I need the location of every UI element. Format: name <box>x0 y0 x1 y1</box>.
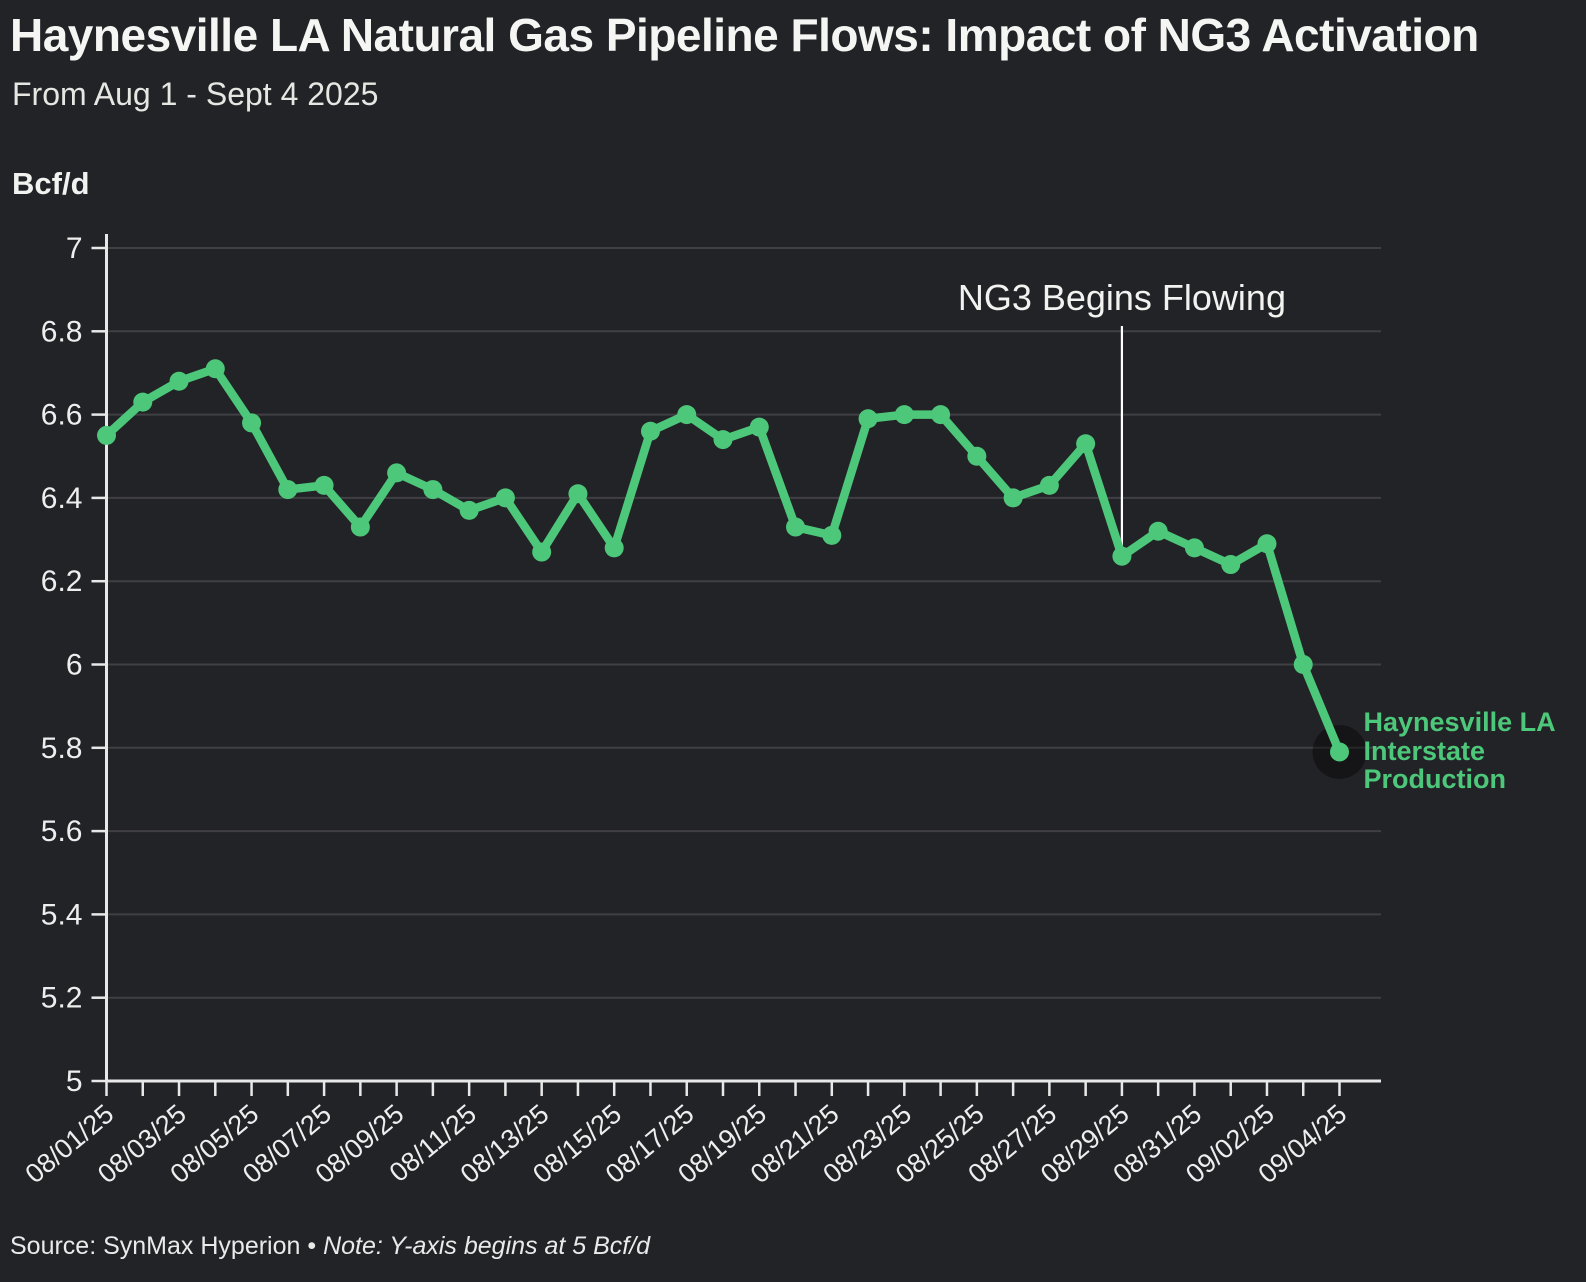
data-point <box>532 542 552 562</box>
y-tick-label: 5.6 <box>41 815 83 848</box>
data-point <box>640 421 660 441</box>
data-point <box>931 405 951 425</box>
data-point <box>749 417 769 437</box>
data-point <box>495 488 515 508</box>
y-tick-label: 6 <box>66 649 83 682</box>
data-point <box>822 525 842 545</box>
data-point <box>1003 488 1023 508</box>
annotation-label: NG3 Begins Flowing <box>957 277 1286 318</box>
y-tick-label: 5 <box>66 1065 83 1098</box>
data-point <box>786 517 806 537</box>
note-text: Note: Y-axis begins at 5 Bcf/d <box>323 1232 651 1260</box>
data-point <box>133 392 153 412</box>
y-tick-label: 5.2 <box>41 982 83 1015</box>
y-axis-unit-label: Bcf/d <box>12 166 90 201</box>
data-point <box>97 425 116 445</box>
data-point <box>169 371 189 391</box>
data-point <box>1293 655 1313 674</box>
data-point <box>350 517 370 537</box>
data-point <box>314 475 334 495</box>
data-point <box>423 480 443 500</box>
y-tick-label: 6.2 <box>41 565 83 598</box>
data-point <box>967 446 987 466</box>
y-tick-label: 6.6 <box>41 399 83 432</box>
data-point <box>459 500 479 520</box>
page-subtitle: From Aug 1 - Sept 4 2025 <box>12 76 379 112</box>
series-end-label-line: Haynesville LA <box>1363 706 1556 737</box>
data-point <box>1184 538 1204 558</box>
series-end-label-line: Interstate <box>1363 735 1486 766</box>
data-point <box>713 430 733 450</box>
data-point <box>894 405 914 425</box>
source-text: Source: SynMax Hyperion • <box>10 1232 324 1260</box>
data-line <box>102 364 1344 757</box>
data-point <box>568 484 588 504</box>
data-point <box>242 413 262 433</box>
data-point <box>1148 521 1168 541</box>
data-point <box>604 538 624 558</box>
data-point <box>858 409 878 429</box>
series-end-label-line: Production <box>1363 764 1507 795</box>
y-tick-label: 5.4 <box>41 898 83 931</box>
data-point <box>1076 434 1096 454</box>
y-tick-label: 6.4 <box>41 482 83 515</box>
page-title: Haynesville LA Natural Gas Pipeline Flow… <box>10 9 1479 61</box>
y-tick-label: 6.8 <box>41 315 83 348</box>
data-point <box>387 463 407 483</box>
data-point <box>1257 534 1277 554</box>
data-point <box>1330 742 1349 762</box>
source-note: Source: SynMax Hyperion • Note: Y-axis b… <box>10 1232 650 1261</box>
series-end-label: Haynesville LA Interstate Production <box>1364 708 1556 794</box>
data-point <box>677 405 697 425</box>
data-point <box>278 480 298 500</box>
y-tick-label: 7 <box>66 232 83 265</box>
data-point <box>1221 555 1241 575</box>
data-point <box>1112 546 1132 566</box>
data-point <box>205 359 225 379</box>
data-point <box>1039 475 1059 495</box>
y-tick-label: 5.8 <box>41 732 83 765</box>
